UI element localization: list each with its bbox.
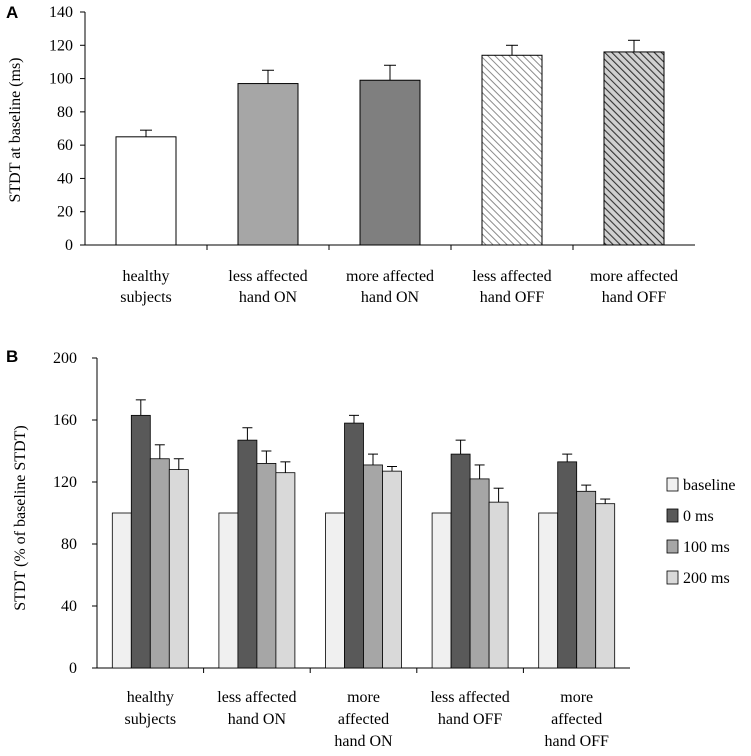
panel-b-bar <box>168 469 189 669</box>
panel-b-bar <box>488 501 509 669</box>
panel-b-category-label: hand OFF <box>438 711 503 728</box>
legend-label: baseline <box>683 477 735 494</box>
panel-b-bar <box>218 512 239 669</box>
panel-b-category-label: more <box>560 689 593 706</box>
panel-a-bar <box>237 83 299 246</box>
legend-label: 200 ms <box>683 570 730 587</box>
panel-b-category-label: subjects <box>125 711 177 728</box>
panel-a-chart: 0 20 40 60 80 100 120 140 healthy subjects less af… <box>49 4 695 306</box>
panel-a-category-label: less affected <box>228 268 307 285</box>
panel-a-category-label: more affected <box>590 268 678 285</box>
legend-swatch <box>666 477 679 492</box>
panel-b-category-label: more <box>347 689 380 706</box>
panel-b-bar <box>576 490 597 669</box>
panel-a-y-axis-label: STDT at baseline (ms) <box>7 57 24 202</box>
panel-b-chart: 0 40 80 120 160 200 healthy subjects less affect… <box>53 350 630 750</box>
panel-b-y-tick-label: 40 <box>61 598 77 615</box>
panel-b-bar <box>275 472 296 669</box>
panel-b-category-label: less affected <box>430 689 509 706</box>
panel-a-y-tick-label: 40 <box>57 170 73 187</box>
panel-a-bar <box>359 79 421 246</box>
panel-b-bar <box>256 462 277 669</box>
panel-b-category-label: affected <box>338 711 389 728</box>
legend-swatch <box>666 539 679 554</box>
panel-a-y-tick-label: 120 <box>49 37 73 54</box>
panel-a-y-tick-label: 60 <box>57 137 73 154</box>
panel-b-y-axis-label: STDT (% of baseline STDT) <box>12 425 29 610</box>
panel-b-bar <box>363 464 383 669</box>
panel-a-y-tick-label: 140 <box>49 4 73 21</box>
panel-b-category-label: affected <box>551 711 602 728</box>
panel-a-y-tick-label: 0 <box>65 237 73 254</box>
panel-b-category-label: less affected <box>217 689 296 706</box>
panel-b-bar <box>595 503 616 669</box>
panel-a-category-label: more affected <box>346 268 434 285</box>
panel-b-bar <box>557 461 578 669</box>
panel-a-bar <box>115 136 177 246</box>
panel-b-y-tick-label: 160 <box>53 412 77 429</box>
legend-swatch <box>666 570 679 585</box>
panel-b-y-tick-label: 200 <box>53 350 77 367</box>
panel-b-y-tick-label: 80 <box>61 536 77 553</box>
panel-a-category-label: hand OFF <box>602 289 667 306</box>
panel-b-bar <box>431 512 452 669</box>
panel-b-category-label: hand OFF <box>544 733 609 750</box>
panel-b-bar <box>344 422 364 669</box>
panel-b-category-label: hand ON <box>334 733 393 750</box>
panel-a-category-label: hand OFF <box>480 289 545 306</box>
panel-a-y-tick-label: 100 <box>49 71 73 88</box>
legend-swatch <box>666 508 679 523</box>
panel-b-category-label: hand ON <box>228 711 287 728</box>
panel-a-bar <box>481 54 543 246</box>
panel-b-y-tick-label: 120 <box>53 474 77 491</box>
panel-b-letter: B <box>6 347 18 366</box>
panel-b-bar <box>237 439 258 669</box>
panel-b-bar <box>130 414 151 669</box>
panel-a-category-label: subjects <box>120 289 172 306</box>
panel-b-category-label: healthy <box>127 689 174 706</box>
panel-b-legend: baseline 0 ms 100 ms 200 ms <box>666 477 735 587</box>
panel-b-bar <box>469 478 490 669</box>
panel-a-y-tick-label: 80 <box>57 104 73 121</box>
panel-b-bar <box>538 512 559 669</box>
panel-b-bar <box>149 458 170 669</box>
panel-b-bar <box>382 470 402 669</box>
panel-a-category-label: hand ON <box>361 289 420 306</box>
panel-a-y-tick-label: 20 <box>57 204 73 221</box>
panel-a-bar <box>603 51 665 246</box>
panel-b-y-tick-label: 0 <box>69 660 77 677</box>
legend-label: 0 ms <box>683 508 714 525</box>
legend-label: 100 ms <box>683 539 730 556</box>
panel-a-category-label: less affected <box>472 268 551 285</box>
panel-a-category-label: hand ON <box>239 289 298 306</box>
panel-a-letter: A <box>6 3 18 22</box>
panel-b-bar <box>111 512 132 669</box>
panel-b-bar <box>325 512 345 669</box>
panel-b-bar <box>450 453 471 669</box>
panel-a-category-label: healthy <box>122 268 169 285</box>
